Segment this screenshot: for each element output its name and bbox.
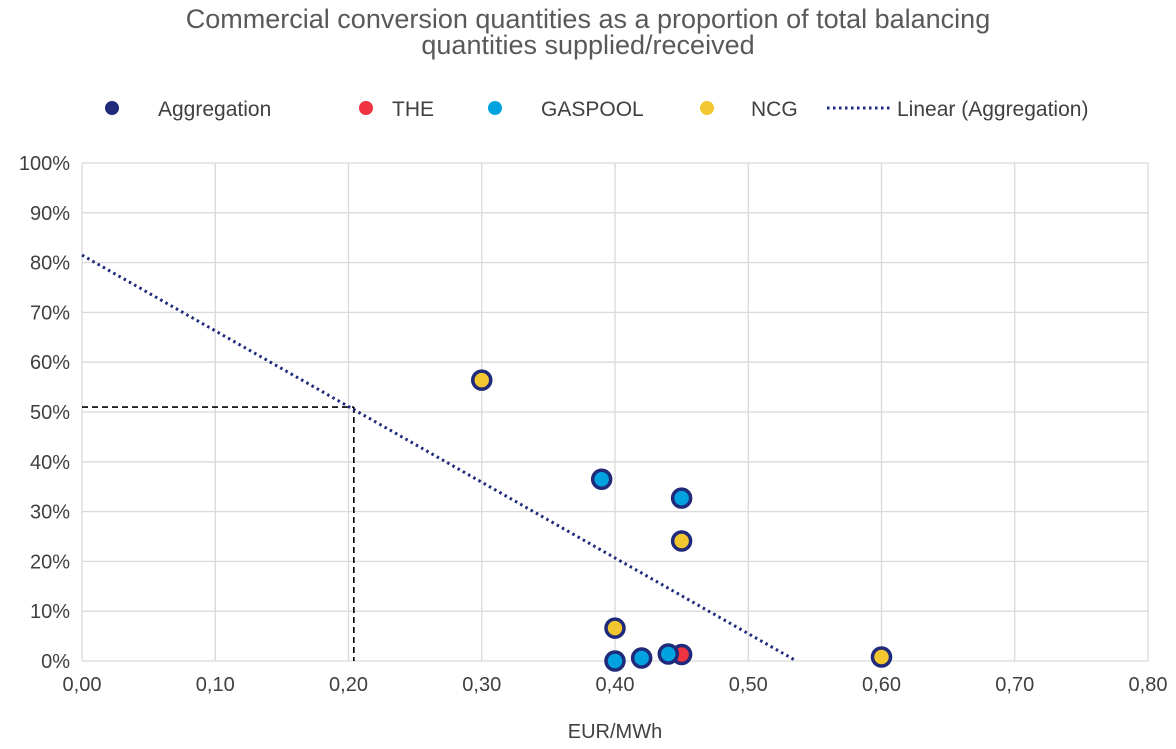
y-tick-label: 70% [30, 302, 70, 324]
x-tick-label: 0,50 [729, 674, 768, 696]
data-point-ncg [471, 369, 493, 391]
legend-label-ncg: NCG [751, 98, 798, 121]
data-point-ncg [670, 530, 693, 552]
data-point-gaspool [630, 647, 653, 669]
x-axis-title: EUR/MWh [568, 721, 662, 743]
x-tick-label: 0,10 [196, 674, 235, 696]
x-tick-label: 0,80 [1129, 674, 1168, 696]
data-point-gaspool [657, 643, 680, 665]
data-point-ncg [870, 646, 893, 668]
y-tick-label: 60% [30, 352, 70, 374]
data-point-ncg [604, 617, 626, 639]
y-tick-label: 90% [30, 203, 70, 225]
x-tick-label: 0,40 [596, 674, 635, 696]
data-point-gaspool [590, 468, 613, 490]
legend-marker-gaspool [488, 101, 502, 115]
legend-label-the: THE [392, 98, 434, 121]
x-tick-label: 0,30 [462, 674, 501, 696]
y-tick-label: 10% [30, 601, 70, 623]
legend-marker-the [359, 101, 373, 115]
y-tick-label: 100% [19, 153, 70, 175]
legend-marker-aggregation [105, 101, 119, 115]
data-point-gaspool [604, 650, 626, 672]
chart-title-line-2: quantities supplied/received [421, 30, 755, 60]
chart-title-line-1: Commercial conversion quantities as a pr… [185, 4, 991, 34]
data-point-gaspool [670, 487, 693, 509]
legend-label-aggregation: Aggregation [158, 98, 271, 121]
x-tick-label: 0,00 [63, 674, 102, 696]
legend-marker-ncg [700, 101, 714, 115]
x-tick-label: 0,60 [862, 674, 901, 696]
y-tick-label: 0% [41, 651, 70, 673]
x-tick-label: 0,70 [995, 674, 1034, 696]
legend-label-gaspool: GASPOOL [541, 98, 644, 121]
legend-label-trendline: Linear (Aggregation) [897, 98, 1088, 121]
y-tick-label: 40% [30, 452, 70, 474]
x-tick-label: 0,20 [329, 674, 368, 696]
y-tick-label: 20% [30, 551, 70, 573]
y-tick-label: 30% [30, 502, 70, 524]
trendline-aggregation [81, 253, 797, 663]
y-tick-label: 50% [30, 402, 70, 424]
y-tick-label: 80% [30, 253, 70, 275]
